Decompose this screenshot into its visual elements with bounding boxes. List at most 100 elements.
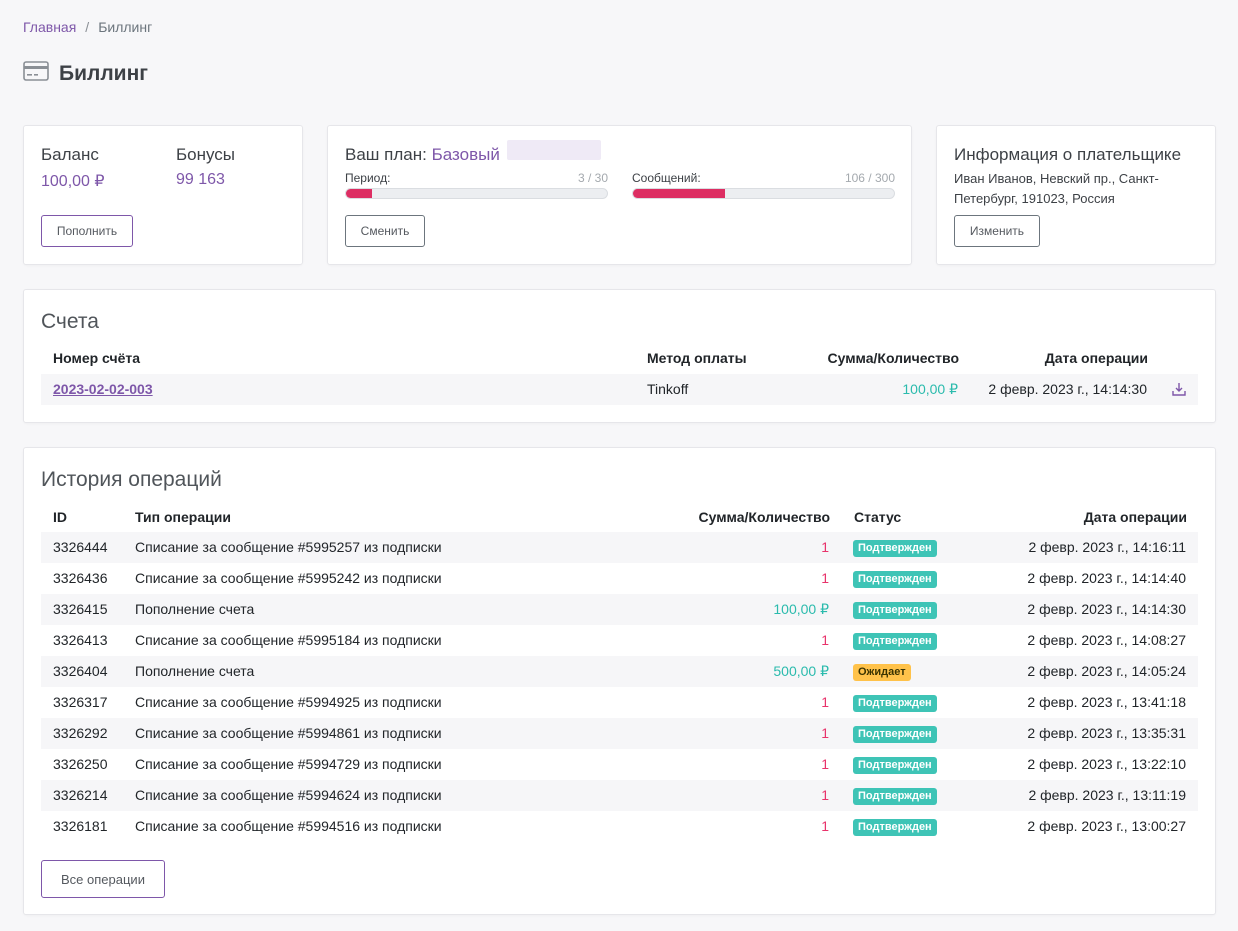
row-date: 2 февр. 2023 г., 13:35:31 — [1027, 725, 1186, 741]
row-id: 3326444 — [53, 539, 108, 555]
row-date: 2 февр. 2023 г., 13:41:18 — [1027, 694, 1186, 710]
history-header-amount: Сумма/Количество — [698, 509, 830, 525]
row-amount: 1 — [821, 725, 829, 741]
redacted-block — [507, 140, 601, 160]
status-badge: Подтвержден — [853, 602, 937, 619]
breadcrumb-separator: / — [85, 19, 90, 35]
bonus-value: 99 163 — [176, 171, 225, 188]
messages-progress-fill — [633, 189, 726, 198]
row-amount: 500,00 ₽ — [773, 663, 829, 679]
change-plan-button[interactable]: Сменить — [345, 215, 425, 247]
status-badge: Подтвержден — [853, 540, 937, 557]
history-header-type: Тип операции — [135, 509, 231, 525]
row-date: 2 февр. 2023 г., 14:05:24 — [1027, 663, 1186, 679]
invoices-header-method: Метод оплаты — [647, 350, 747, 366]
all-operations-button[interactable]: Все операции — [41, 860, 165, 898]
row-amount: 1 — [821, 756, 829, 772]
row-type: Списание за сообщение #5994861 из подпис… — [135, 725, 442, 741]
row-type: Списание за сообщение #5995184 из подпис… — [135, 632, 442, 648]
history-header-status: Статус — [854, 509, 902, 525]
page-title-text: Биллинг — [59, 61, 149, 85]
table-row: 3326444 Списание за сообщение #5995257 и… — [41, 532, 1198, 563]
messages-progress-bar — [632, 188, 895, 199]
edit-payer-button[interactable]: Изменить — [954, 215, 1040, 247]
status-badge: Ожидает — [853, 664, 911, 681]
row-id: 3326413 — [53, 632, 108, 648]
invoices-header-date: Дата операции — [1044, 350, 1148, 366]
row-amount: 1 — [821, 694, 829, 710]
row-id: 3326181 — [53, 818, 108, 834]
invoice-number-link[interactable]: 2023-02-02-003 — [53, 381, 153, 397]
period-progress-bar — [345, 188, 608, 199]
table-row: 3326214 Списание за сообщение #5994624 и… — [41, 780, 1198, 811]
status-badge: Подтвержден — [853, 757, 937, 774]
row-type: Списание за сообщение #5994624 из подпис… — [135, 787, 442, 803]
row-type: Пополнение счета — [135, 601, 255, 617]
row-id: 3326292 — [53, 725, 108, 741]
table-row: 3326404 Пополнение счета 500,00 ₽ Ожидае… — [41, 656, 1198, 687]
status-badge: Подтвержден — [853, 819, 937, 836]
payer-address-line1: Иван Иванов, Невский пр., Санкт- — [954, 171, 1159, 186]
invoice-method: Tinkoff — [647, 381, 689, 397]
topup-button[interactable]: Пополнить — [41, 215, 133, 247]
page-title: Биллинг — [23, 61, 148, 86]
plan-label: Ваш план: Базовый — [345, 145, 500, 165]
row-type: Пополнение счета — [135, 663, 255, 679]
invoices-header-number: Номер счёта — [53, 350, 141, 366]
row-id: 3326436 — [53, 570, 108, 586]
row-id: 3326415 — [53, 601, 108, 617]
row-date: 2 февр. 2023 г., 13:22:10 — [1027, 756, 1186, 772]
history-title: История операций — [41, 468, 222, 491]
row-amount: 1 — [821, 818, 829, 834]
history-header-id: ID — [53, 509, 67, 525]
balance-label: Баланс — [41, 145, 99, 164]
table-row: 3326181 Списание за сообщение #5994516 и… — [41, 811, 1198, 842]
period-label: Период: — [345, 171, 391, 185]
invoices-title: Счета — [41, 310, 99, 333]
row-date: 2 февр. 2023 г., 14:14:30 — [1027, 601, 1186, 617]
history-card: История операций ID Тип операции Сумма/К… — [23, 447, 1216, 915]
history-header-date: Дата операции — [1083, 509, 1187, 525]
payer-title: Информация о плательщике — [954, 145, 1182, 164]
credit-card-icon — [23, 61, 49, 86]
invoices-card: Счета Номер счёта Метод оплаты Сумма/Кол… — [23, 289, 1216, 423]
status-badge: Подтвержден — [853, 633, 937, 650]
row-date: 2 февр. 2023 г., 14:14:40 — [1027, 570, 1186, 586]
breadcrumb-home-link[interactable]: Главная — [23, 19, 77, 35]
messages-label: Сообщений: — [632, 171, 701, 185]
row-id: 3326250 — [53, 756, 108, 772]
bonus-label: Бонусы — [176, 145, 236, 164]
balance-value: 100,00 ₽ — [41, 173, 105, 190]
status-badge: Подтвержден — [853, 571, 937, 588]
row-type: Списание за сообщение #5994925 из подпис… — [135, 694, 442, 710]
table-row: 3326415 Пополнение счета 100,00 ₽ Подтве… — [41, 594, 1198, 625]
payer-address-line2: Петербург, 191023, Россия — [954, 191, 1115, 206]
breadcrumb-current: Биллинг — [98, 19, 153, 35]
download-icon[interactable] — [1171, 381, 1187, 402]
row-date: 2 февр. 2023 г., 13:00:27 — [1027, 818, 1186, 834]
period-count: 3 / 30 — [577, 171, 608, 185]
invoice-row: 2023-02-02-003 Tinkoff 100,00 ₽ 2 февр. … — [41, 374, 1198, 405]
table-row: 3326413 Списание за сообщение #5995184 и… — [41, 625, 1198, 656]
plan-card: Ваш план: Базовый Период: 3 / 30 Сообщен… — [327, 125, 912, 265]
row-amount: 100,00 ₽ — [773, 601, 829, 617]
row-amount: 1 — [821, 787, 829, 803]
row-date: 2 февр. 2023 г., 14:16:11 — [1028, 539, 1186, 555]
invoice-date: 2 февр. 2023 г., 14:14:30 — [988, 381, 1147, 397]
table-row: 3326292 Списание за сообщение #5994861 и… — [41, 718, 1198, 749]
row-id: 3326317 — [53, 694, 108, 710]
table-row: 3326436 Списание за сообщение #5995242 и… — [41, 563, 1198, 594]
plan-name: Базовый — [431, 145, 500, 164]
invoice-amount: 100,00 ₽ — [902, 381, 958, 397]
row-type: Списание за сообщение #5994729 из подпис… — [135, 756, 442, 772]
row-type: Списание за сообщение #5995242 из подпис… — [135, 570, 442, 586]
row-type: Списание за сообщение #5994516 из подпис… — [135, 818, 442, 834]
row-amount: 1 — [821, 539, 829, 555]
row-id: 3326404 — [53, 663, 108, 679]
table-row: 3326317 Списание за сообщение #5994925 и… — [41, 687, 1198, 718]
plan-label-text: Ваш план: — [345, 145, 427, 164]
messages-count: 106 / 300 — [844, 171, 895, 185]
row-amount: 1 — [821, 632, 829, 648]
invoices-header-amount: Сумма/Количество — [827, 350, 959, 366]
status-badge: Подтвержден — [853, 726, 937, 743]
